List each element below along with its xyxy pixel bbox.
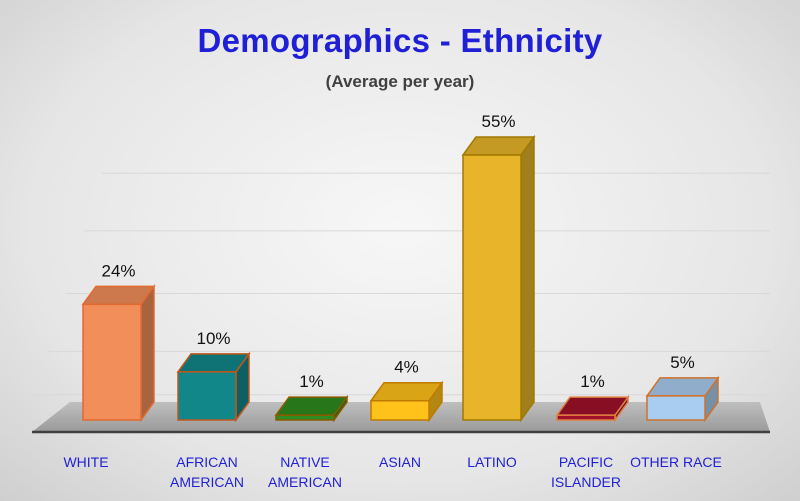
category-label: AFRICAN AMERICAN [170, 454, 244, 490]
bar [81, 284, 156, 423]
bar-top [274, 396, 349, 416]
bar-top [369, 381, 444, 402]
category-label-line: OTHER RACE [630, 454, 722, 470]
category-label-line: LATINO [467, 454, 517, 470]
bar-front [462, 154, 522, 421]
value-label: 55% [481, 112, 515, 131]
category-label: ASIAN [379, 454, 421, 470]
bar-front [275, 414, 335, 421]
bar-side [520, 134, 535, 423]
bar [461, 134, 536, 423]
category-label-line: AFRICAN [176, 454, 237, 470]
bar [369, 380, 444, 423]
bar-front [646, 395, 706, 421]
bar [645, 375, 720, 423]
category-label: OTHER RACE [630, 454, 722, 470]
category-labels: WHITE AFRICAN AMERICAN NATIVE AMERICAN ASIAN L… [63, 454, 721, 490]
bar-front [177, 371, 237, 421]
chart-subtitle: (Average per year) [325, 72, 475, 91]
value-label: 4% [394, 358, 419, 377]
category-label-line: AMERICAN [170, 474, 244, 490]
category-label: LATINO [467, 454, 517, 470]
bar-side [140, 284, 155, 423]
bar-front [556, 414, 616, 421]
category-label-line: WHITE [63, 454, 108, 470]
category-label-line: AMERICAN [268, 474, 342, 490]
bar-top [461, 136, 536, 156]
bar-top [555, 396, 630, 416]
bar-top [81, 285, 156, 306]
value-label: 10% [196, 329, 230, 348]
chart-title: Demographics - Ethnicity [197, 22, 603, 59]
value-label: 1% [580, 372, 605, 391]
bar [555, 394, 630, 423]
bar-front [82, 303, 142, 421]
category-label-line: PACIFIC [559, 454, 613, 470]
category-label: PACIFIC ISLANDER [551, 454, 621, 490]
bar [274, 394, 349, 423]
category-label-line: NATIVE [280, 454, 330, 470]
bar-front [370, 399, 430, 421]
category-label-line: ISLANDER [551, 474, 621, 490]
category-label: NATIVE AMERICAN [268, 454, 342, 490]
category-label-line: ASIAN [379, 454, 421, 470]
value-label: 24% [101, 261, 135, 280]
category-label: WHITE [63, 454, 108, 470]
bar [176, 351, 251, 423]
value-label: 5% [670, 353, 695, 372]
value-labels: 24% 10% 1% 4% 55% 1% 5% [101, 112, 694, 391]
bar-top [176, 353, 251, 373]
value-label: 1% [299, 372, 324, 391]
bars [81, 134, 720, 423]
bar-top [645, 377, 720, 397]
